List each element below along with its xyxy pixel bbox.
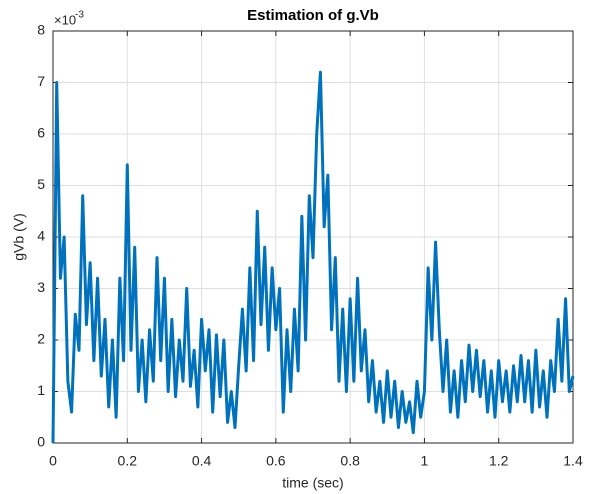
- y-tick-label: 5: [37, 176, 45, 192]
- data-line: [51, 70, 575, 444]
- x-tick-label: 1.2: [489, 453, 509, 469]
- x-tick-label: 0.4: [192, 453, 212, 469]
- y-tick-label: 7: [37, 73, 45, 89]
- y-tick-label: 3: [37, 279, 45, 295]
- y-axis-label: gVb (V): [11, 213, 27, 260]
- x-tick-label: 1: [421, 453, 429, 469]
- y-tick-label: 2: [37, 331, 45, 347]
- y-tick-label: 4: [37, 228, 45, 244]
- x-tick-label: 1.4: [563, 453, 583, 469]
- plot-frame: [52, 30, 574, 444]
- chart-title: Estimation of g.Vb: [247, 7, 379, 24]
- y-tick-label: 8: [37, 22, 45, 38]
- x-tick-label: 0: [49, 453, 57, 469]
- x-axis-label: time (sec): [282, 475, 343, 491]
- x-tick-label: 0.8: [340, 453, 360, 469]
- y-tick-label: 6: [37, 125, 45, 141]
- x-tick-label: 0.2: [118, 453, 138, 469]
- y-multiplier-exponent: -3: [75, 10, 84, 21]
- y-tick-label: 0: [37, 434, 45, 450]
- x-tick-label: 0.6: [266, 453, 286, 469]
- y-multiplier: ×10: [54, 12, 76, 27]
- y-tick-label: 1: [37, 382, 45, 398]
